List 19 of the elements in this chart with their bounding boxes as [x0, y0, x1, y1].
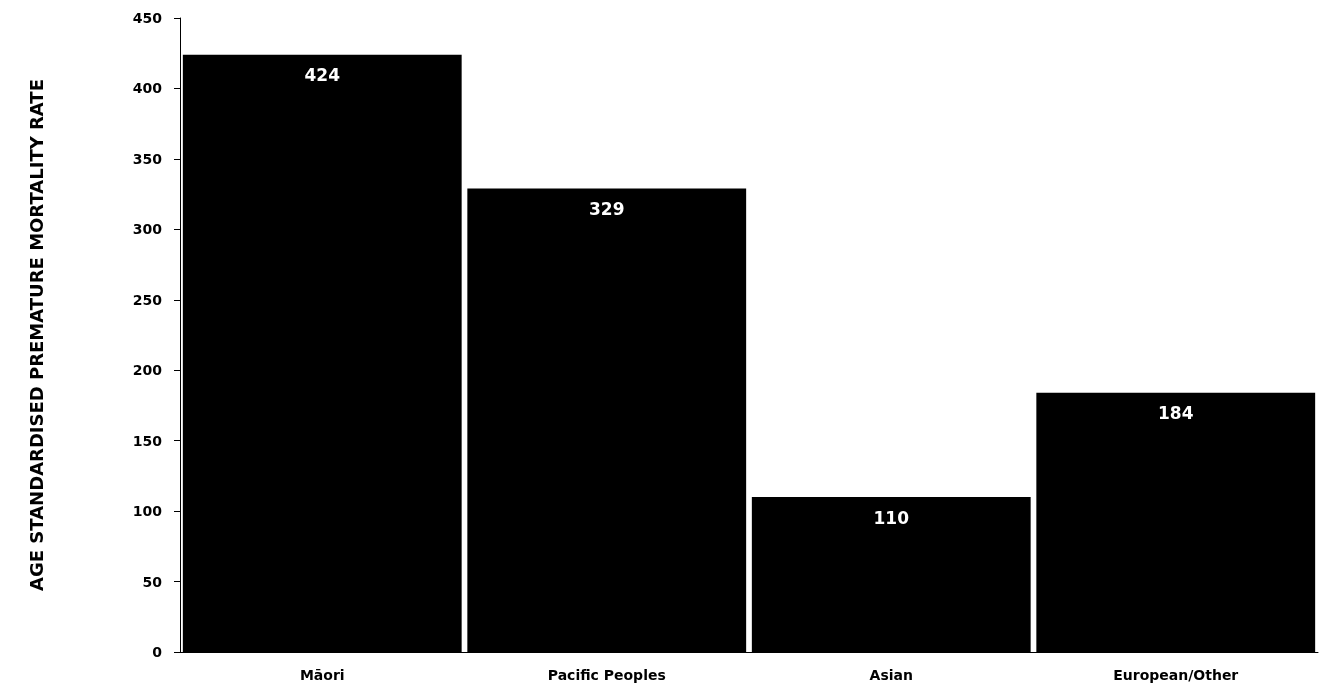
data-label: 184 [1158, 403, 1194, 424]
y-tick-label: 350 [132, 150, 163, 167]
y-tick-label: 150 [132, 432, 163, 449]
y-tick-label: 200 [132, 362, 163, 379]
y-tick-label: 50 [142, 573, 163, 590]
y-tick-label: 100 [132, 503, 163, 520]
data-label: 110 [873, 507, 910, 528]
y-tick-label: 300 [132, 221, 163, 238]
x-tick-label: Māori [299, 667, 345, 683]
y-axis-title: AGE STANDARDISED PREMATURE MORTALITY RATE [25, 79, 47, 591]
y-tick-label: 400 [132, 80, 163, 97]
data-label: 329 [589, 198, 625, 219]
y-tick-label: 0 [152, 644, 163, 660]
x-tick-label: Asian [869, 667, 913, 683]
x-tick-label: Pacific Peoples [547, 667, 666, 683]
y-tick-label: 450 [132, 10, 163, 26]
x-tick-label: European/Other [1113, 667, 1239, 683]
y-tick-label: 250 [132, 291, 163, 308]
data-label: 424 [304, 65, 341, 86]
